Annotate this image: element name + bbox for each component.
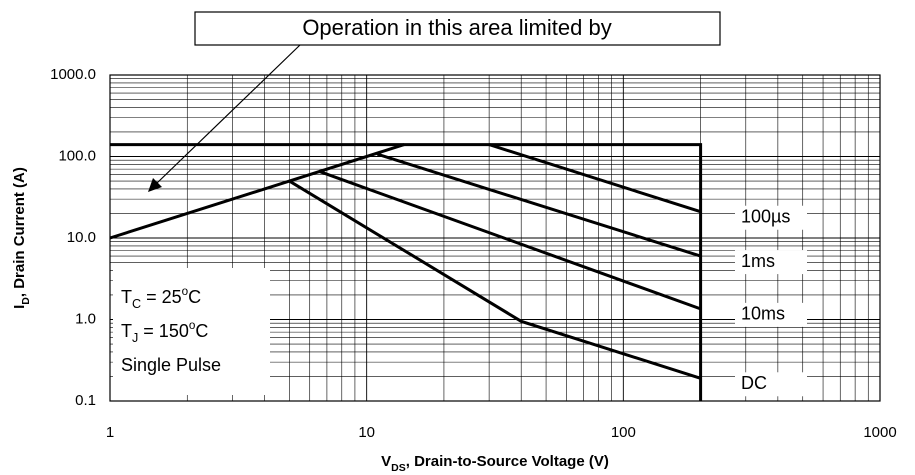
series-label: 100µs: [741, 206, 790, 226]
text-part: C: [188, 287, 201, 307]
y-tick-label: 10.0: [67, 229, 96, 246]
arrow: [155, 44, 301, 185]
series-label: DC: [741, 373, 767, 393]
x-tick-label: 100: [611, 424, 636, 441]
text-part: o: [189, 319, 196, 332]
text-part: V: [381, 453, 391, 470]
series-label-bg: [735, 250, 807, 275]
text-part: C: [132, 297, 141, 311]
text-part: DS: [391, 462, 406, 474]
text-part: = 25: [141, 287, 182, 307]
text-part: Single Pulse: [121, 355, 221, 375]
series-line: [288, 179, 702, 380]
series-line: [110, 143, 703, 401]
x-tick-label: 1000: [863, 424, 896, 441]
y-tick-label: 1.0: [75, 310, 96, 327]
series-label-bg: [735, 302, 807, 327]
series-line: [109, 143, 405, 240]
x-tick-label: 10: [358, 424, 375, 441]
arrow-head: [148, 178, 162, 192]
condition: TJ = 150oC: [121, 319, 208, 346]
series-label: 1ms: [741, 251, 775, 271]
series-line: [318, 169, 702, 311]
text-part: o: [182, 285, 189, 298]
text-part: = 150: [138, 321, 189, 341]
plot-frame: [109, 74, 881, 402]
labels: 100µs 1ms 10ms DC: [735, 205, 807, 397]
text-part: C: [195, 321, 208, 341]
series-label: 10ms: [741, 304, 785, 324]
series-line: [488, 143, 702, 214]
y-tick-label: 100.0: [58, 147, 96, 164]
text-part: I: [11, 305, 28, 309]
condition: Single Pulse: [121, 355, 221, 375]
x-axis-label: VDS, Drain-to-Source Voltage (V): [381, 453, 609, 474]
conditions-box: [113, 268, 270, 395]
text-part: T: [121, 287, 132, 307]
annotation-box: [194, 11, 721, 46]
series-line: [376, 152, 702, 258]
series-label-bg: [735, 205, 807, 230]
y-tick-label: 1000.0: [50, 66, 96, 83]
text-part: , Drain Current (A): [11, 167, 28, 297]
series-label-bg: [735, 372, 807, 397]
text-part: T: [121, 321, 132, 341]
text-part: , Drain-to-Source Voltage (V): [406, 453, 609, 470]
y-axis-label: ID, Drain Current (A): [11, 167, 32, 309]
condition: TC = 25oC: [121, 285, 201, 312]
x-tick-label: 1: [106, 424, 114, 441]
annotation: Operation in this area limited by: [302, 15, 611, 40]
text-part: J: [132, 331, 138, 345]
y-tick-label: 0.1: [75, 392, 96, 409]
lines: [109, 143, 703, 401]
text-part: D: [20, 297, 32, 305]
